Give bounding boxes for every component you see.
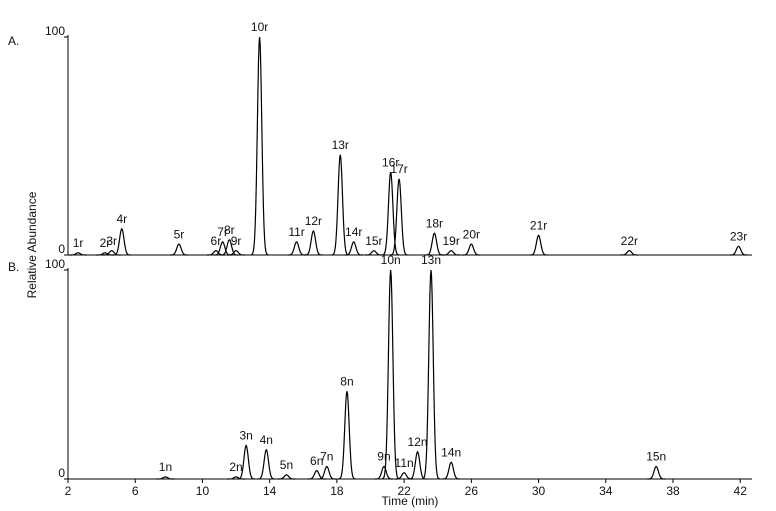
peak: [287, 241, 306, 256]
x-tick-label: 6: [132, 484, 139, 498]
peak-label: 5n: [280, 458, 293, 472]
peak: [307, 469, 326, 480]
peak-label: 3r: [106, 234, 117, 248]
peak-label: 14n: [441, 445, 461, 459]
peak: [257, 448, 276, 480]
x-tick-label: 14: [263, 484, 277, 498]
y-tick-label: 0: [58, 466, 65, 480]
peak-label: 4r: [116, 212, 127, 226]
peak: [729, 245, 748, 256]
x-tick-label: 30: [532, 484, 546, 498]
peak: [442, 250, 460, 256]
peak-label: 15n: [646, 450, 666, 464]
peak-label: 12r: [305, 214, 322, 228]
peak: [112, 227, 131, 256]
x-tick-label: 22: [397, 484, 411, 498]
peak-label: 20r: [463, 227, 480, 241]
peak-label: 12n: [408, 435, 428, 449]
peak-label: 11n: [395, 456, 414, 470]
peak-label: 5r: [174, 227, 185, 241]
peak: [69, 252, 87, 256]
peak: [156, 476, 175, 480]
peak: [381, 269, 400, 480]
peak: [620, 250, 639, 256]
peak-label: 18r: [426, 216, 443, 230]
peak-label: 1r: [73, 236, 84, 250]
peak-label: 7r: [217, 225, 228, 239]
x-tick-label: 26: [465, 484, 479, 498]
peak: [442, 461, 460, 480]
peak-label: 21r: [530, 219, 547, 233]
peak-label: 8r: [224, 223, 235, 237]
peak: [425, 232, 444, 256]
peak: [529, 234, 548, 256]
x-axis-label: Time (min): [382, 494, 439, 508]
peak: [331, 154, 350, 256]
x-tick-label: 38: [666, 484, 680, 498]
peak-label: 2r: [100, 236, 111, 250]
peak-label: 10r: [251, 20, 268, 34]
peak: [422, 269, 440, 480]
peak: [390, 178, 408, 256]
peak-label: 9n: [377, 450, 390, 464]
peak: [381, 172, 400, 256]
peak-label: 13n: [421, 253, 441, 267]
peak: [338, 391, 356, 480]
peak: [277, 474, 296, 480]
y-tick-label: 0: [58, 242, 65, 256]
peak-label: 4n: [260, 433, 273, 447]
peak: [96, 252, 114, 256]
peak-label: 6r: [211, 234, 222, 248]
peak: [375, 465, 393, 480]
y-tick-label: 100: [45, 24, 65, 38]
x-tick-label: 18: [330, 484, 344, 498]
x-tick-label: 10: [196, 484, 210, 498]
peak-label: 14r: [345, 225, 362, 239]
panel-label: B.: [8, 260, 19, 274]
peak-label: 10n: [381, 253, 401, 267]
peak-label: 16r: [382, 155, 399, 169]
peak: [227, 250, 245, 256]
y-tick-label: 100: [45, 257, 65, 271]
peak-label: 22r: [621, 234, 638, 248]
peak-label: 6n: [310, 454, 323, 468]
peak: [462, 243, 481, 256]
peak-label: 9r: [231, 234, 242, 248]
x-tick-label: 34: [599, 484, 613, 498]
peak: [647, 465, 666, 480]
peak: [304, 230, 323, 256]
peak: [250, 36, 269, 256]
peak: [344, 241, 363, 256]
peak: [102, 250, 121, 256]
x-tick-label: 42: [734, 484, 748, 498]
peak: [227, 476, 245, 480]
peak-label: 19r: [443, 234, 460, 248]
peak-label: 15r: [365, 234, 382, 248]
x-tick-label: 2: [65, 484, 72, 498]
peak-label: 11r: [288, 225, 304, 239]
peak: [220, 238, 239, 256]
peak-label: 8n: [340, 374, 353, 388]
peak-label: 17r: [390, 162, 407, 176]
peak: [365, 250, 383, 256]
peak-label: 7n: [320, 450, 333, 464]
peak-label: 3n: [239, 429, 252, 443]
panel-label: A.: [8, 34, 19, 48]
peak-label: 13r: [332, 138, 349, 152]
peak: [237, 444, 255, 480]
peak-label: 2n: [229, 460, 242, 474]
peak-label: 23r: [730, 229, 747, 243]
peak: [170, 243, 188, 256]
peak: [317, 465, 336, 480]
peak-label: 1n: [159, 460, 172, 474]
y-axis-label: Relative Abundance: [25, 191, 39, 298]
